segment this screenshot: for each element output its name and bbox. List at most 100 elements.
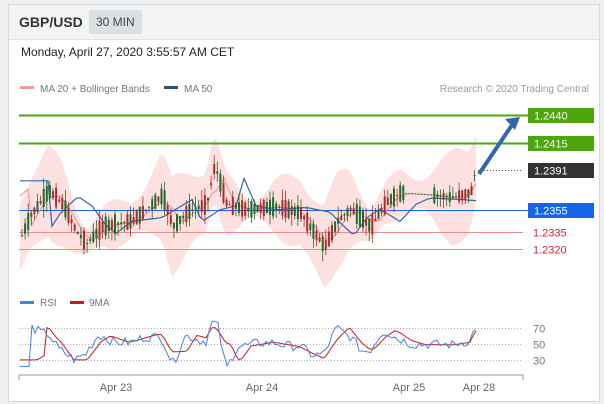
- candle: [126, 214, 129, 230]
- candle: [272, 197, 275, 217]
- candle: [210, 183, 213, 186]
- candle: [287, 201, 290, 218]
- symbol-label: GBP/USD: [19, 14, 83, 30]
- candle: [284, 199, 287, 218]
- candle: [352, 207, 355, 215]
- candle: [306, 212, 309, 232]
- candle: [337, 217, 340, 224]
- level-label: 1.2440: [534, 111, 568, 123]
- candle: [166, 205, 169, 215]
- candle: [197, 205, 200, 209]
- candle: [55, 187, 58, 208]
- candle: [203, 195, 206, 215]
- candle: [216, 171, 219, 174]
- candle: [194, 207, 197, 209]
- candle: [411, 193, 414, 195]
- candle: [405, 192, 407, 194]
- candle: [309, 223, 312, 231]
- candle: [27, 213, 30, 231]
- candle: [259, 203, 262, 214]
- candle: [222, 182, 225, 203]
- level-label: 1.2415: [534, 139, 568, 151]
- timeframe-button[interactable]: 30 MIN: [89, 10, 142, 34]
- candle: [464, 189, 467, 200]
- candle: [172, 222, 175, 229]
- candle: [399, 185, 402, 202]
- candle: [64, 200, 67, 218]
- candle: [386, 197, 389, 206]
- candle: [445, 196, 448, 198]
- candle: [334, 221, 337, 232]
- candle: [247, 207, 250, 212]
- candle: [362, 211, 364, 228]
- rsi-ma-line: [20, 326, 477, 361]
- candle: [383, 196, 386, 215]
- candle: [358, 206, 361, 227]
- legend-swatch-ma20: [20, 86, 34, 89]
- time-axis-label: Apr 24: [246, 382, 278, 394]
- candle: [269, 199, 271, 215]
- candle: [402, 185, 405, 201]
- level-label: 1.2355: [534, 206, 568, 218]
- time-axis-label: Apr 23: [100, 382, 132, 394]
- candle: [467, 189, 470, 198]
- candle: [120, 222, 123, 225]
- candle: [21, 235, 23, 237]
- candle: [234, 204, 237, 209]
- candle: [45, 186, 48, 202]
- level-tag: [528, 163, 594, 178]
- candle: [185, 205, 188, 223]
- level-label: 1.2335: [533, 228, 567, 240]
- candle: [321, 236, 324, 251]
- candle: [39, 201, 42, 204]
- candle: [331, 224, 333, 241]
- candle: [160, 188, 163, 205]
- rsi-line: [20, 320, 477, 368]
- candle: [70, 219, 73, 224]
- candle: [191, 209, 194, 211]
- candle: [346, 208, 349, 216]
- candle: [315, 230, 318, 241]
- candle: [368, 218, 371, 232]
- candle: [148, 206, 151, 208]
- candle: [448, 192, 451, 203]
- candle: [182, 215, 185, 219]
- candle: [132, 217, 135, 224]
- candle: [89, 238, 92, 241]
- candle: [470, 186, 473, 196]
- candle: [52, 191, 54, 199]
- candle: [349, 207, 352, 211]
- candle: [163, 190, 166, 211]
- candle: [430, 194, 432, 196]
- candle: [380, 207, 383, 213]
- candle: [278, 206, 281, 208]
- forecast-arrow: [477, 120, 516, 176]
- candle: [442, 192, 445, 200]
- candle: [117, 222, 120, 225]
- candle: [76, 232, 79, 235]
- candle: [83, 230, 85, 250]
- candle: [213, 163, 216, 175]
- rsi-tick-label: 30: [533, 356, 545, 368]
- credit-label: Research © 2020 Trading Central: [440, 84, 589, 95]
- candle: [179, 215, 182, 224]
- candle: [343, 214, 346, 216]
- candle: [114, 214, 116, 235]
- candle: [451, 196, 454, 199]
- candle: [228, 204, 231, 206]
- candle: [95, 228, 98, 239]
- candle: [427, 194, 429, 196]
- legend-label-rsi: RSI: [40, 298, 57, 309]
- candle: [244, 202, 247, 216]
- time-axis-label: Apr 28: [463, 382, 495, 394]
- candle: [241, 200, 244, 217]
- candle: [176, 214, 178, 232]
- candle: [250, 200, 253, 218]
- level-tag: [528, 136, 594, 151]
- candle: [281, 200, 284, 216]
- candle: [138, 206, 141, 224]
- candle: [98, 220, 101, 240]
- candle: [151, 199, 154, 210]
- candle: [86, 243, 89, 245]
- legend-swatch-ma50: [164, 86, 178, 89]
